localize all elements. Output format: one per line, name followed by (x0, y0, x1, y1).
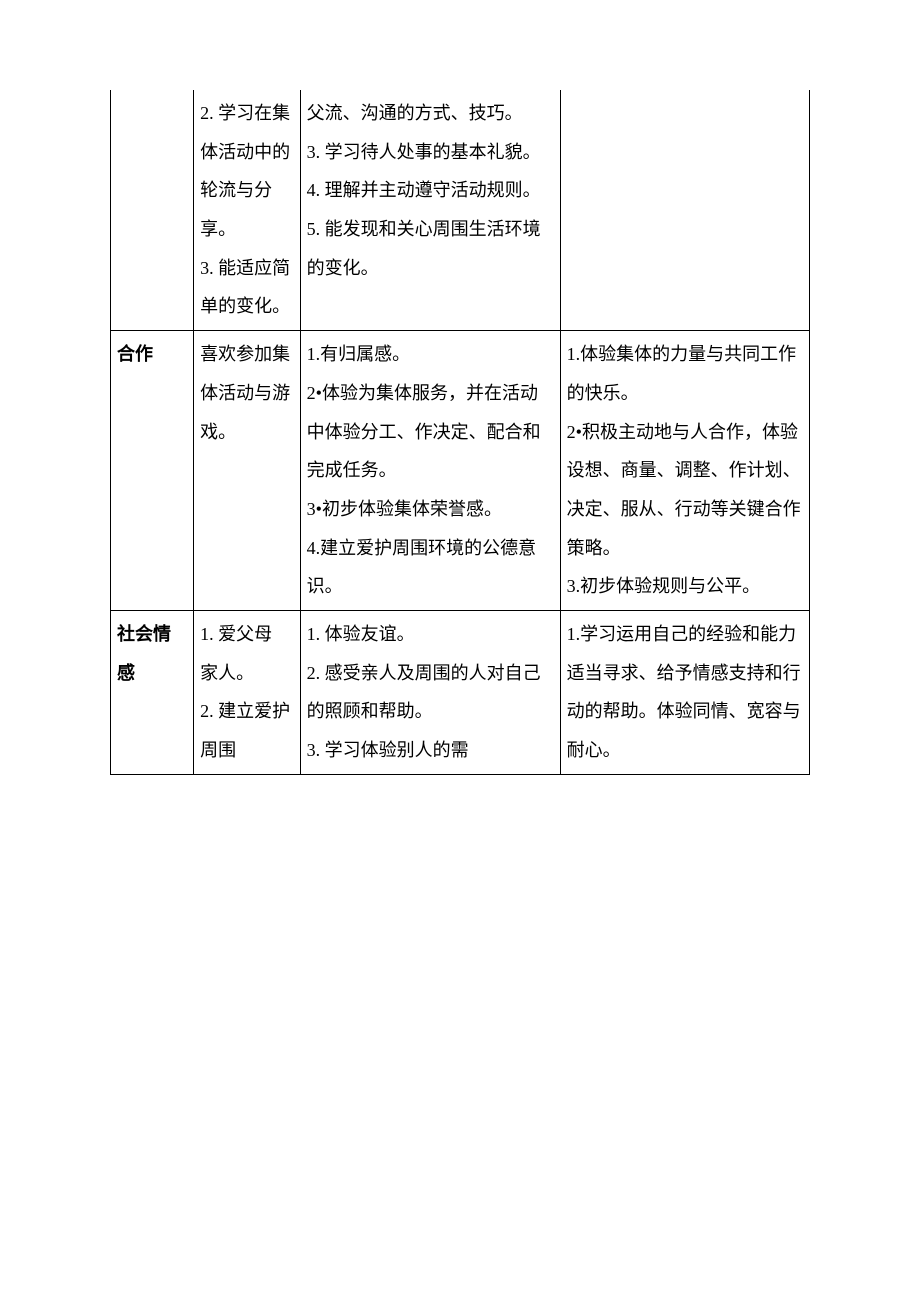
cell-level1: 2. 学习在集体活动中的轮流与分享。3. 能适应简单的变化。 (194, 90, 301, 331)
cell-level1: 喜欢参加集体活动与游戏。 (194, 331, 301, 611)
cell-text: 1.体验集体的力量与共同工作的快乐。2•积极主动地与人合作，体验设想、商量、调整… (567, 344, 801, 596)
cell-text: 2. 学习在集体活动中的轮流与分享。3. 能适应简单的变化。 (200, 103, 290, 316)
cell-text: 合作 (117, 344, 153, 364)
cell-text: 1.有归属感。 2•体验为集体服务，并在活动中体验分工、作决定、配合和完成任务。… (307, 344, 541, 596)
cell-category (111, 90, 194, 331)
document-page: 2. 学习在集体活动中的轮流与分享。3. 能适应简单的变化。 父流、沟通的方式、… (0, 0, 920, 795)
cell-level3: 1.学习运用自己的经验和能力适当寻求、给予情感支持和行动的帮助。体验同情、宽容与… (560, 610, 809, 774)
cell-level2: 1. 体验友谊。2. 感受亲人及周围的人对自己的照顾和帮助。3. 学习体验别人的… (300, 610, 560, 774)
cell-level3: 1.体验集体的力量与共同工作的快乐。2•积极主动地与人合作，体验设想、商量、调整… (560, 331, 809, 611)
cell-text: 1. 爱父母家人。2. 建立爱护周围 (200, 624, 290, 760)
cell-level2: 1.有归属感。 2•体验为集体服务，并在活动中体验分工、作决定、配合和完成任务。… (300, 331, 560, 611)
cell-level3 (560, 90, 809, 331)
cell-level2: 父流、沟通的方式、技巧。 3. 学习待人处事的基本礼貌。 4. 理解并主动遵守活… (300, 90, 560, 331)
cell-text: 1.学习运用自己的经验和能力适当寻求、给予情感支持和行动的帮助。体验同情、宽容与… (567, 624, 801, 760)
cell-text: 1. 体验友谊。2. 感受亲人及周围的人对自己的照顾和帮助。3. 学习体验别人的… (307, 624, 541, 760)
cell-level1: 1. 爱父母家人。2. 建立爱护周围 (194, 610, 301, 774)
table-row: 2. 学习在集体活动中的轮流与分享。3. 能适应简单的变化。 父流、沟通的方式、… (111, 90, 810, 331)
cell-text: 社会情感 (117, 624, 171, 683)
cell-category: 合作 (111, 331, 194, 611)
content-table: 2. 学习在集体活动中的轮流与分享。3. 能适应简单的变化。 父流、沟通的方式、… (110, 90, 810, 775)
cell-category: 社会情感 (111, 610, 194, 774)
cell-text: 父流、沟通的方式、技巧。 3. 学习待人处事的基本礼貌。 4. 理解并主动遵守活… (307, 103, 541, 278)
table-row: 合作 喜欢参加集体活动与游戏。 1.有归属感。 2•体验为集体服务，并在活动中体… (111, 331, 810, 611)
table-row: 社会情感 1. 爱父母家人。2. 建立爱护周围 1. 体验友谊。2. 感受亲人及… (111, 610, 810, 774)
cell-text: 喜欢参加集体活动与游戏。 (200, 344, 290, 441)
